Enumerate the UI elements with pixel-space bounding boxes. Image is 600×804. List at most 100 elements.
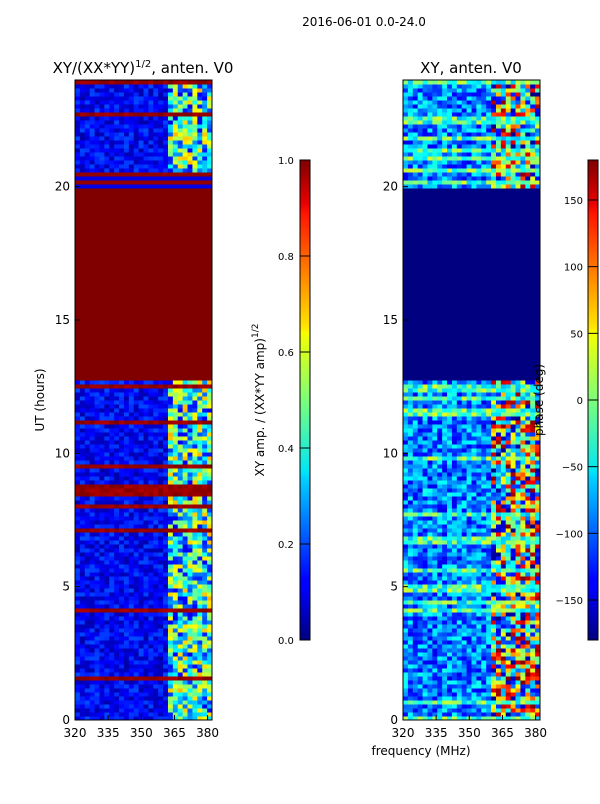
x-tick-label: 380 (196, 726, 219, 740)
heatmap-cell (99, 600, 104, 605)
heatmap-cell (432, 532, 437, 537)
heatmap-cell (153, 120, 158, 125)
heatmap-cell (496, 536, 501, 541)
heatmap-cell (114, 456, 119, 461)
heatmap-cell (119, 676, 124, 681)
heatmap-cell (158, 624, 163, 629)
heatmap-cell (486, 672, 491, 677)
heatmap-cell (530, 488, 535, 493)
heatmap-cell (153, 92, 158, 97)
heatmap-cell (144, 636, 149, 641)
heatmap-cell (486, 512, 491, 517)
heatmap-cell (99, 564, 104, 569)
heatmap-cell (163, 452, 168, 457)
heatmap-cell (104, 152, 109, 157)
heatmap-cell (124, 184, 129, 189)
heatmap-cell (418, 636, 423, 641)
heatmap-cell (403, 468, 408, 473)
heatmap-cell (134, 640, 139, 645)
heatmap-cell (491, 504, 496, 509)
heatmap-cell (472, 640, 477, 645)
heatmap-cell (109, 116, 114, 121)
heatmap-cell (114, 688, 119, 693)
heatmap-cell (95, 176, 100, 181)
heatmap-cell (80, 680, 85, 685)
heatmap-cell (197, 416, 202, 421)
heatmap-cell (163, 140, 168, 145)
heatmap-cell (168, 484, 173, 489)
heatmap-cell (491, 576, 496, 581)
heatmap-cell (148, 420, 153, 425)
heatmap-cell (457, 604, 462, 609)
heatmap-cell (95, 672, 100, 677)
heatmap-cell (408, 588, 413, 593)
heatmap-cell (173, 532, 178, 537)
heatmap-cell (153, 96, 158, 101)
heatmap-cell (192, 400, 197, 405)
heatmap-cell (188, 460, 193, 465)
heatmap-cell (442, 472, 447, 477)
heatmap-cell (134, 672, 139, 677)
heatmap-cell (476, 680, 481, 685)
heatmap-cell (403, 672, 408, 677)
heatmap-cell (153, 556, 158, 561)
heatmap-cell (447, 584, 452, 589)
heatmap-cell (144, 632, 149, 637)
heatmap-cell (457, 660, 462, 665)
heatmap-cell (408, 528, 413, 533)
heatmap-cell (114, 416, 119, 421)
heatmap-cell (437, 692, 442, 697)
heatmap-cell (163, 552, 168, 557)
heatmap-cell (124, 496, 129, 501)
heatmap-cell (462, 676, 467, 681)
heatmap-cell (192, 144, 197, 149)
heatmap-cell (486, 496, 491, 501)
heatmap-cell (163, 536, 168, 541)
heatmap-cell (85, 168, 90, 173)
heatmap-cell (506, 484, 511, 489)
heatmap-cell (476, 468, 481, 473)
amplitude-colorbar: 0.00.20.40.60.81.0 XY amp. / (XX*YY amp)… (251, 156, 310, 647)
heatmap-cell (183, 640, 188, 645)
heatmap-cell (95, 508, 100, 513)
heatmap-cell (158, 432, 163, 437)
heatmap-cell (472, 484, 477, 489)
heatmap-cell (423, 544, 428, 549)
heatmap-cell (452, 488, 457, 493)
heatmap-cell (85, 624, 90, 629)
heatmap-cell (442, 516, 447, 521)
heatmap-cell (403, 520, 408, 525)
heatmap-cell (144, 496, 149, 501)
heatmap-cell (403, 540, 408, 545)
heatmap-cell (139, 636, 144, 641)
heatmap-cell (183, 452, 188, 457)
heatmap-cell (183, 708, 188, 713)
heatmap-cell (75, 364, 212, 369)
heatmap-cell (486, 644, 491, 649)
heatmap-cell (148, 512, 153, 517)
heatmap-cell (432, 564, 437, 569)
heatmap-cell (90, 580, 95, 585)
heatmap-cell (99, 544, 104, 549)
heatmap-cell (423, 488, 428, 493)
heatmap-cell (202, 652, 207, 657)
heatmap-cell (476, 492, 481, 497)
heatmap-cell (90, 676, 95, 681)
heatmap-cell (163, 408, 168, 413)
heatmap-cell (139, 556, 144, 561)
heatmap-cell (192, 588, 197, 593)
heatmap-cell (188, 496, 193, 501)
heatmap-cell (491, 524, 496, 529)
heatmap-cell (95, 400, 100, 405)
heatmap-cell (413, 524, 418, 529)
heatmap-cell (114, 412, 119, 417)
heatmap-cell (99, 460, 104, 465)
heatmap-cell (188, 668, 193, 673)
heatmap-cell (139, 84, 144, 89)
heatmap-cell (472, 616, 477, 621)
heatmap-cell (134, 704, 139, 709)
heatmap-cell (437, 468, 442, 473)
heatmap-cell (124, 80, 129, 85)
heatmap-cell (486, 636, 491, 641)
heatmap-cell (192, 564, 197, 569)
